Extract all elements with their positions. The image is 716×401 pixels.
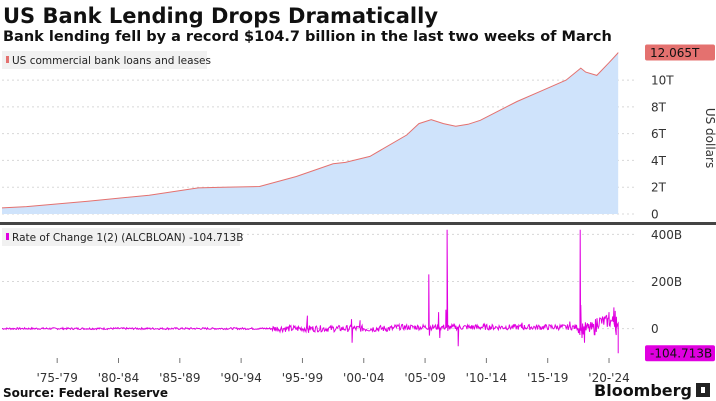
top-last-value-badge-bg bbox=[645, 44, 715, 61]
top-y-axis-label: US dollars bbox=[703, 108, 716, 168]
x-tick-label: '85-'89 bbox=[159, 371, 200, 385]
x-tick-label: '90-'94 bbox=[220, 371, 261, 385]
top-y-tick-label: 2T bbox=[651, 181, 667, 195]
x-tick-label: '80-'84 bbox=[98, 371, 139, 385]
loans-line bbox=[1, 52, 619, 209]
rate-of-change-line bbox=[1, 229, 619, 354]
loans-area bbox=[2, 52, 619, 214]
bottom-panel: 0 200B 400B Rate of Change 1(2) (ALCBLOAN)… bbox=[1, 228, 715, 362]
bottom-legend-label: Rate of Change 1(2) (ALCBLOAN) -104.713B bbox=[12, 232, 243, 244]
top-y-tick-label: 6T bbox=[651, 127, 667, 141]
top-y-tick-label: 10T bbox=[651, 74, 674, 88]
top-panel: 0 2T 4T 6T 8T 10T US commercial bank loans an… bbox=[0, 44, 716, 222]
x-tick-label: '75-'79 bbox=[36, 371, 77, 385]
chart-title: US Bank Lending Drops Dramatically bbox=[3, 4, 438, 28]
x-tick-label: '95-'99 bbox=[282, 371, 323, 385]
top-legend-box bbox=[2, 51, 207, 69]
x-tick-label: '10-'14 bbox=[466, 371, 507, 385]
bottom-grid bbox=[2, 233, 636, 330]
chart-subtitle: Bank lending fell by a record $104.7 bil… bbox=[3, 29, 612, 45]
panel-separator bbox=[0, 222, 716, 225]
top-last-value-label: 12.065T bbox=[650, 46, 700, 60]
x-axis: '75-'79 '80-'84 '85-'89 '90-'94 '95-'99 '00-'… bbox=[36, 358, 630, 385]
top-legend-swatch bbox=[6, 56, 9, 63]
bloomberg-logo-mark-icon bbox=[701, 387, 705, 393]
bottom-y-axis: 0 200B 400B bbox=[651, 228, 682, 336]
bottom-legend-swatch bbox=[6, 233, 9, 240]
bottom-legend-box bbox=[2, 228, 240, 246]
top-legend-label: US commercial bank loans and leases bbox=[12, 55, 211, 67]
x-tick-label: '05-'09 bbox=[404, 371, 445, 385]
top-last-value-badge: 12.065T bbox=[645, 44, 715, 61]
x-tick-label: '15-'19 bbox=[527, 371, 568, 385]
top-y-axis: 0 2T 4T 6T 8T 10T bbox=[651, 74, 674, 222]
top-y-tick-label: 0 bbox=[651, 207, 659, 221]
source-note: Source: Federal Reserve bbox=[3, 386, 168, 400]
bottom-y-tick-label: 200B bbox=[651, 275, 682, 289]
bloomberg-logo: Bloomberg bbox=[594, 381, 692, 400]
bottom-last-value-label: -104.713B bbox=[650, 347, 712, 361]
bottom-last-value-badge: -104.713B bbox=[645, 345, 715, 362]
bottom-last-value-badge-bg bbox=[645, 345, 715, 362]
x-tick-label: '20-'24 bbox=[588, 371, 629, 385]
bottom-y-tick-label: 400B bbox=[651, 228, 682, 242]
x-tick-label: '00-'04 bbox=[343, 371, 384, 385]
top-y-tick-label: 8T bbox=[651, 100, 667, 114]
bottom-y-tick-label: 0 bbox=[651, 322, 659, 336]
top-y-tick-label: 4T bbox=[651, 154, 667, 168]
